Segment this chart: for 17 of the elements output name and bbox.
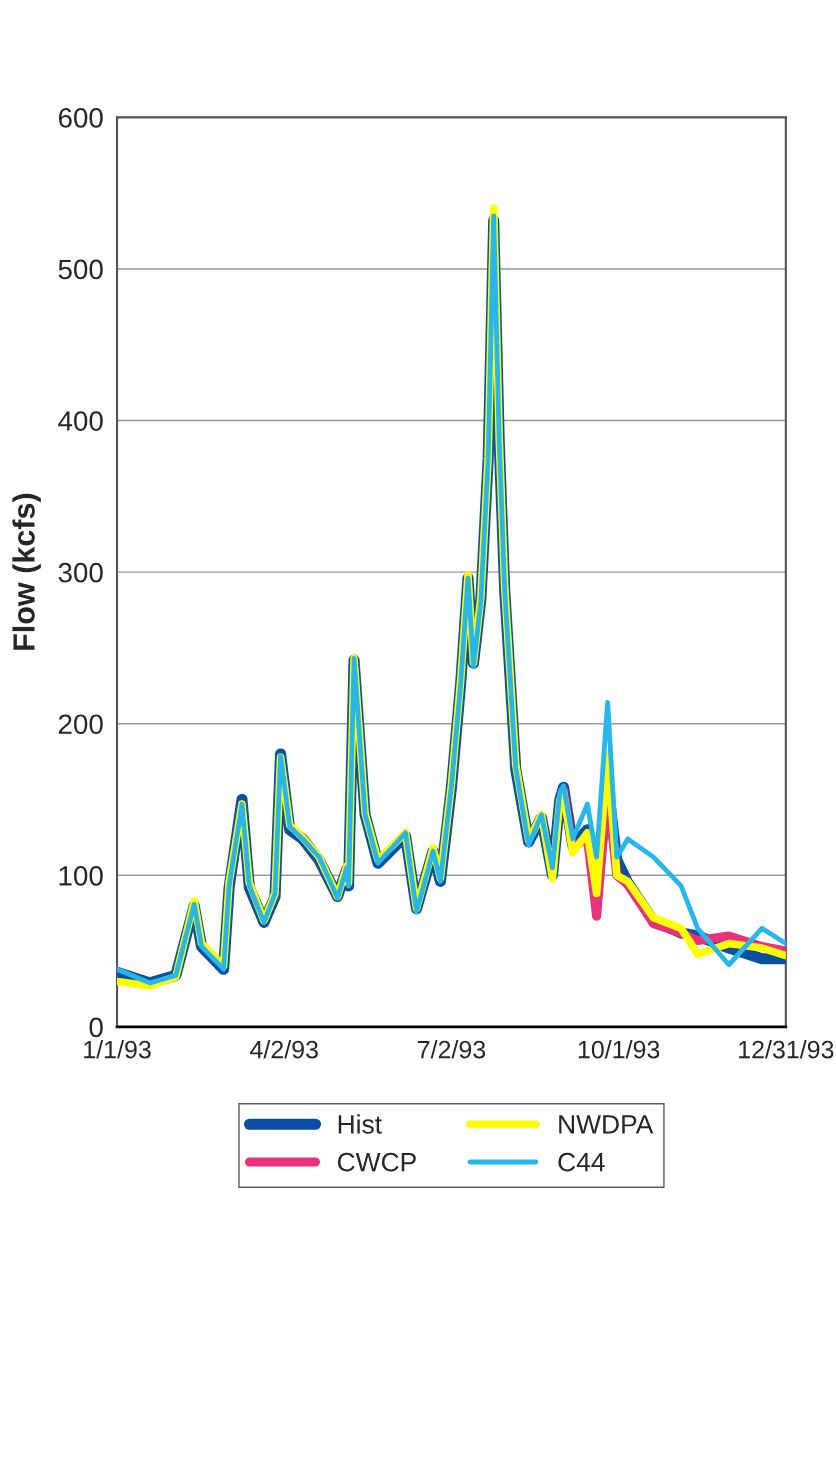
legend-label: NWDPA bbox=[559, 1115, 654, 1134]
legend-label: Hist bbox=[338, 1114, 382, 1134]
legend-label: CWCP bbox=[337, 1152, 416, 1172]
y-tick-label: 600 bbox=[58, 108, 103, 128]
legend-label: C44 bbox=[558, 1152, 605, 1172]
y-tick-label: 0 bbox=[89, 1017, 103, 1038]
y-tick-label: 100 bbox=[59, 865, 103, 886]
x-tick-label: 12/31/93 bbox=[739, 1040, 834, 1059]
x-tick-label: 1/1/93 bbox=[84, 1040, 151, 1059]
y-tick-label: 300 bbox=[58, 562, 103, 583]
x-tick-label: 10/1/93 bbox=[578, 1040, 660, 1059]
x-tick-label: 4/2/93 bbox=[250, 1040, 318, 1059]
y-tick-label: 400 bbox=[58, 411, 103, 431]
y-axis-title: Flow (kcfs) bbox=[12, 493, 41, 650]
y-tick-label: 500 bbox=[58, 259, 103, 280]
x-tick-label: 7/2/93 bbox=[417, 1040, 486, 1059]
y-tick-label: 200 bbox=[58, 714, 103, 735]
